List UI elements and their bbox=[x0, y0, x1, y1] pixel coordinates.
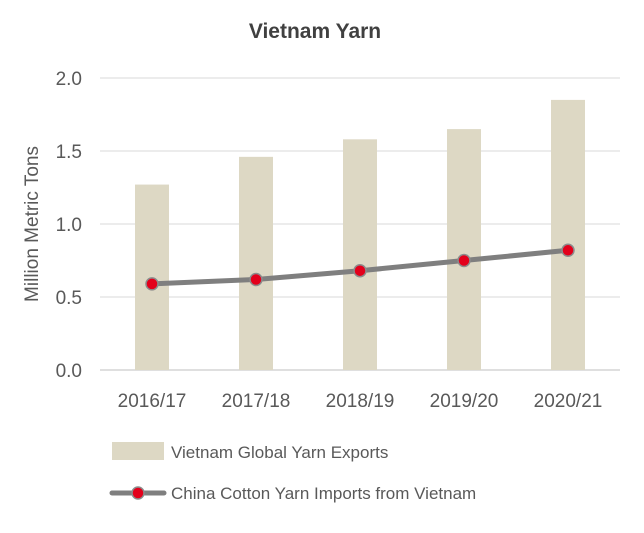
line-point-2018-19 bbox=[353, 263, 367, 278]
y-tick-labels: 0.0 0.5 1.0 1.5 2.0 bbox=[56, 69, 82, 382]
legend-label-exports: Vietnam Global Yarn Exports bbox=[171, 443, 388, 462]
bar-series bbox=[135, 99, 585, 371]
line-point-2019-20 bbox=[457, 253, 471, 268]
chart-title: Vietnam Yarn bbox=[249, 20, 381, 43]
x-tick-labels: 2016/17 2017/18 2018/19 2019/20 2020/21 bbox=[118, 391, 603, 412]
legend-marker-imports bbox=[131, 486, 145, 500]
x-tick-label: 2017/18 bbox=[222, 391, 291, 412]
x-tick-label: 2018/19 bbox=[326, 391, 395, 412]
y-axis-label: Million Metric Tons bbox=[22, 146, 43, 302]
y-tick-label: 2.0 bbox=[56, 69, 82, 90]
y-tick-label: 1.0 bbox=[56, 215, 82, 236]
x-tick-label: 2020/21 bbox=[534, 391, 603, 412]
line-point-2016-17 bbox=[145, 277, 159, 291]
x-tick-label: 2016/17 bbox=[118, 391, 187, 412]
line-series bbox=[145, 243, 575, 291]
legend: Vietnam Global Yarn Exports China Cotton… bbox=[109, 442, 476, 503]
bar-2017-18 bbox=[239, 156, 273, 370]
legend-swatch-exports bbox=[112, 442, 164, 460]
y-tick-label: 1.5 bbox=[56, 142, 82, 163]
line-point-2020-21 bbox=[561, 243, 575, 258]
y-tick-label: 0.5 bbox=[56, 288, 82, 309]
y-tick-label: 0.0 bbox=[56, 361, 82, 382]
legend-label-imports: China Cotton Yarn Imports from Vietnam bbox=[171, 484, 476, 503]
bar-2019-20 bbox=[447, 129, 481, 370]
bar-2018-19 bbox=[343, 139, 377, 370]
line-point-2017-18 bbox=[249, 272, 263, 287]
x-tick-label: 2019/20 bbox=[430, 391, 499, 412]
bar-2020-21 bbox=[551, 99, 585, 371]
